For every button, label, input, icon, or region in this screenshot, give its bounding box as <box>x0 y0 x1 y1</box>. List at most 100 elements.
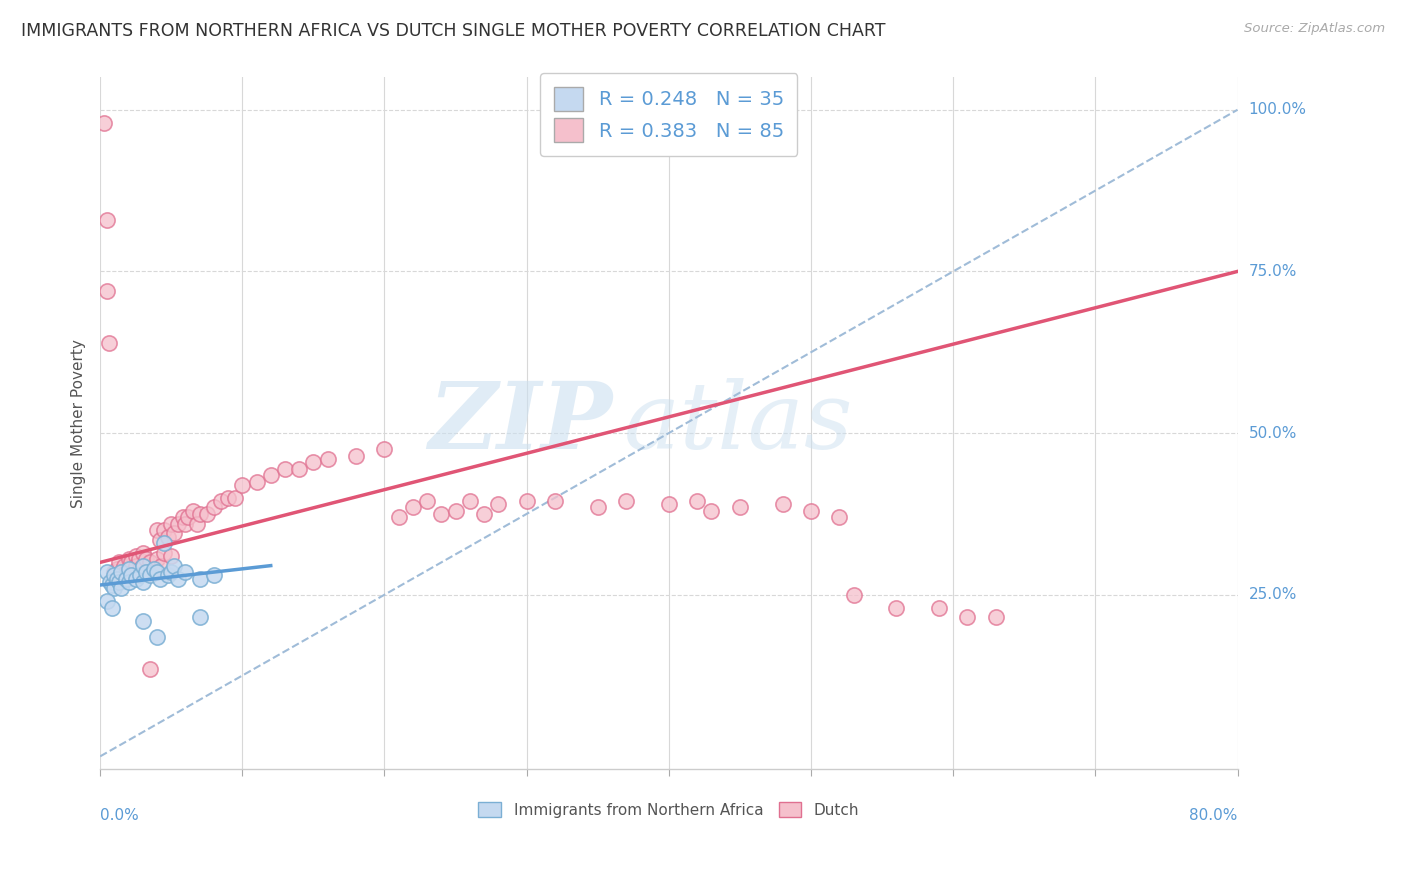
Point <box>828 510 851 524</box>
Point <box>373 442 395 457</box>
Text: 80.0%: 80.0% <box>1189 808 1237 823</box>
Point <box>103 581 125 595</box>
Point <box>956 610 979 624</box>
Point <box>402 500 425 515</box>
Point <box>700 503 723 517</box>
Point <box>135 565 157 579</box>
Point <box>231 477 253 491</box>
Point <box>129 562 152 576</box>
Point <box>614 494 637 508</box>
Legend: Immigrants from Northern Africa, Dutch: Immigrants from Northern Africa, Dutch <box>472 796 865 824</box>
Point <box>686 494 709 508</box>
Point <box>224 491 246 505</box>
Point <box>344 449 367 463</box>
Y-axis label: Single Mother Poverty: Single Mother Poverty <box>72 339 86 508</box>
Point <box>110 568 132 582</box>
Point <box>160 565 183 579</box>
Point <box>139 555 162 569</box>
Point <box>302 455 325 469</box>
Point <box>124 549 146 563</box>
Point <box>103 568 125 582</box>
Point <box>316 452 339 467</box>
Point <box>202 568 225 582</box>
Point <box>209 494 232 508</box>
Point <box>110 581 132 595</box>
Point <box>136 565 159 579</box>
Point <box>98 574 121 589</box>
Point <box>472 507 495 521</box>
Point <box>160 516 183 531</box>
Point <box>143 562 166 576</box>
Point <box>157 529 180 543</box>
Point <box>188 610 211 624</box>
Point <box>842 588 865 602</box>
Point <box>163 558 186 573</box>
Point <box>100 578 122 592</box>
Text: 0.0%: 0.0% <box>100 808 139 823</box>
Text: 50.0%: 50.0% <box>1249 425 1296 441</box>
Text: 75.0%: 75.0% <box>1249 264 1296 279</box>
Point <box>129 568 152 582</box>
Point <box>110 565 132 579</box>
Point <box>93 116 115 130</box>
Point <box>132 558 155 573</box>
Point <box>884 600 907 615</box>
Point <box>772 497 794 511</box>
Point <box>135 552 157 566</box>
Text: ZIP: ZIP <box>427 378 612 468</box>
Point <box>107 555 129 569</box>
Point <box>97 335 120 350</box>
Point <box>96 284 118 298</box>
Text: Source: ZipAtlas.com: Source: ZipAtlas.com <box>1244 22 1385 36</box>
Point <box>117 552 139 566</box>
Point <box>174 516 197 531</box>
Point <box>274 461 297 475</box>
Point <box>416 494 439 508</box>
Point <box>149 533 172 547</box>
Point <box>120 568 142 582</box>
Point <box>153 536 176 550</box>
Point <box>174 565 197 579</box>
Point <box>96 212 118 227</box>
Point <box>486 497 509 511</box>
Point <box>157 568 180 582</box>
Point <box>586 500 609 515</box>
Point <box>167 516 190 531</box>
Point <box>181 503 204 517</box>
Point <box>124 572 146 586</box>
Point <box>217 491 239 505</box>
Point <box>186 516 208 531</box>
Point <box>146 630 169 644</box>
Point <box>444 503 467 517</box>
Point <box>107 574 129 589</box>
Point <box>117 574 139 589</box>
Point <box>288 461 311 475</box>
Point <box>149 572 172 586</box>
Point <box>800 503 823 517</box>
Point <box>139 662 162 676</box>
Point <box>112 558 135 573</box>
Point <box>202 500 225 515</box>
Point <box>153 523 176 537</box>
Point <box>146 552 169 566</box>
Point <box>114 565 136 579</box>
Point <box>132 574 155 589</box>
Point <box>984 610 1007 624</box>
Point <box>160 549 183 563</box>
Point <box>150 558 173 573</box>
Point <box>120 555 142 569</box>
Point <box>388 510 411 524</box>
Point <box>188 507 211 521</box>
Point <box>96 565 118 579</box>
Point <box>110 565 132 579</box>
Point <box>146 565 169 579</box>
Point <box>167 572 190 586</box>
Point <box>117 562 139 576</box>
Point <box>430 507 453 521</box>
Point <box>516 494 538 508</box>
Point <box>132 546 155 560</box>
Text: IMMIGRANTS FROM NORTHERN AFRICA VS DUTCH SINGLE MOTHER POVERTY CORRELATION CHART: IMMIGRANTS FROM NORTHERN AFRICA VS DUTCH… <box>21 22 886 40</box>
Text: 25.0%: 25.0% <box>1249 587 1296 602</box>
Point <box>146 523 169 537</box>
Point <box>128 552 150 566</box>
